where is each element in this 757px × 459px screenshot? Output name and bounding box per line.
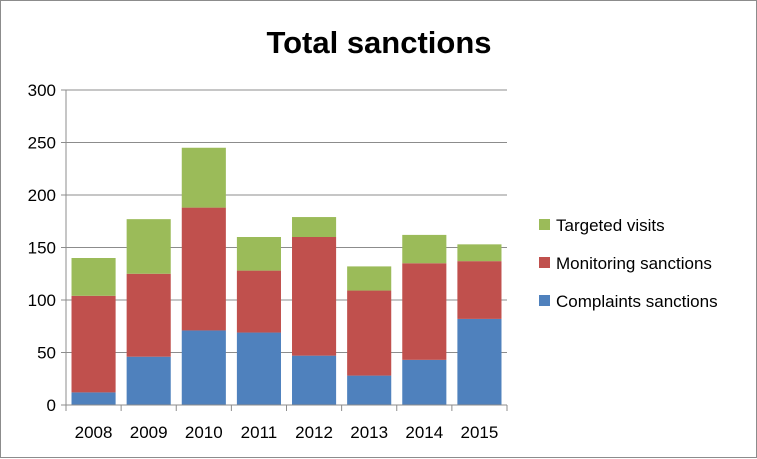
bar-monitoring-sanctions-2013	[347, 290, 392, 376]
bar-targeted-visits-2015	[457, 244, 502, 262]
bar-targeted-visits-2013	[347, 266, 392, 291]
y-tick-label: 300	[28, 81, 56, 100]
y-tick-label: 50	[37, 344, 56, 363]
x-tick-label: 2015	[461, 423, 499, 442]
x-tick-labels: 2008 2009 2010 2011 2012 2013 2014 2015	[75, 423, 499, 442]
bar-complaints-sanctions-2008	[71, 392, 116, 405]
legend-item-targeted-visits: Targeted visits	[539, 216, 665, 235]
bar-targeted-visits-2014	[402, 234, 447, 264]
x-tick-label: 2008	[75, 423, 113, 442]
legend-swatch	[539, 219, 550, 230]
bar-targeted-visits-2008	[71, 258, 116, 296]
legend-swatch	[539, 257, 550, 268]
x-tick-label: 2010	[185, 423, 223, 442]
legend-item-complaints-sanctions: Complaints sanctions	[539, 292, 718, 311]
x-tick-label: 2009	[130, 423, 168, 442]
bar-monitoring-sanctions-2014	[402, 263, 447, 360]
y-tick-label: 250	[28, 134, 56, 153]
x-tick-label: 2011	[241, 423, 278, 442]
bar-targeted-visits-2012	[292, 217, 337, 237]
bar-monitoring-sanctions-2011	[236, 270, 281, 333]
bar-targeted-visits-2010	[181, 147, 226, 208]
bar-targeted-visits-2009	[126, 219, 171, 274]
chart-title: Total sanctions	[266, 25, 491, 60]
x-tick-label: 2014	[405, 423, 443, 442]
bar-complaints-sanctions-2009	[126, 356, 171, 405]
legend-label: Monitoring sanctions	[556, 254, 712, 273]
x-tick-label: 2012	[295, 423, 333, 442]
y-tick-label: 0	[47, 396, 56, 415]
legend-label: Complaints sanctions	[556, 292, 718, 311]
bar-series	[71, 147, 502, 405]
y-tick-labels: 0 50 100 150 200 250 300	[28, 81, 56, 415]
bar-complaints-sanctions-2015	[457, 318, 502, 405]
axes	[61, 89, 508, 411]
bar-monitoring-sanctions-2010	[181, 207, 226, 331]
bar-monitoring-sanctions-2015	[457, 261, 502, 319]
legend-item-monitoring-sanctions: Monitoring sanctions	[539, 254, 712, 273]
bar-complaints-sanctions-2013	[347, 375, 392, 405]
y-tick-label: 150	[28, 239, 56, 258]
legend-swatch	[539, 295, 550, 306]
bar-complaints-sanctions-2010	[181, 330, 226, 405]
legend: Targeted visits Monitoring sanctions Compl…	[539, 216, 718, 311]
bar-complaints-sanctions-2011	[236, 332, 281, 405]
x-tick-label: 2013	[350, 423, 388, 442]
y-tick-label: 200	[28, 186, 56, 205]
bar-complaints-sanctions-2014	[402, 359, 447, 405]
legend-label: Targeted visits	[556, 216, 665, 235]
bar-monitoring-sanctions-2012	[292, 237, 337, 356]
bar-complaints-sanctions-2012	[292, 355, 337, 405]
y-tick-label: 100	[28, 291, 56, 310]
bar-monitoring-sanctions-2008	[71, 295, 116, 393]
bar-targeted-visits-2011	[236, 237, 281, 271]
bar-monitoring-sanctions-2009	[126, 273, 171, 357]
